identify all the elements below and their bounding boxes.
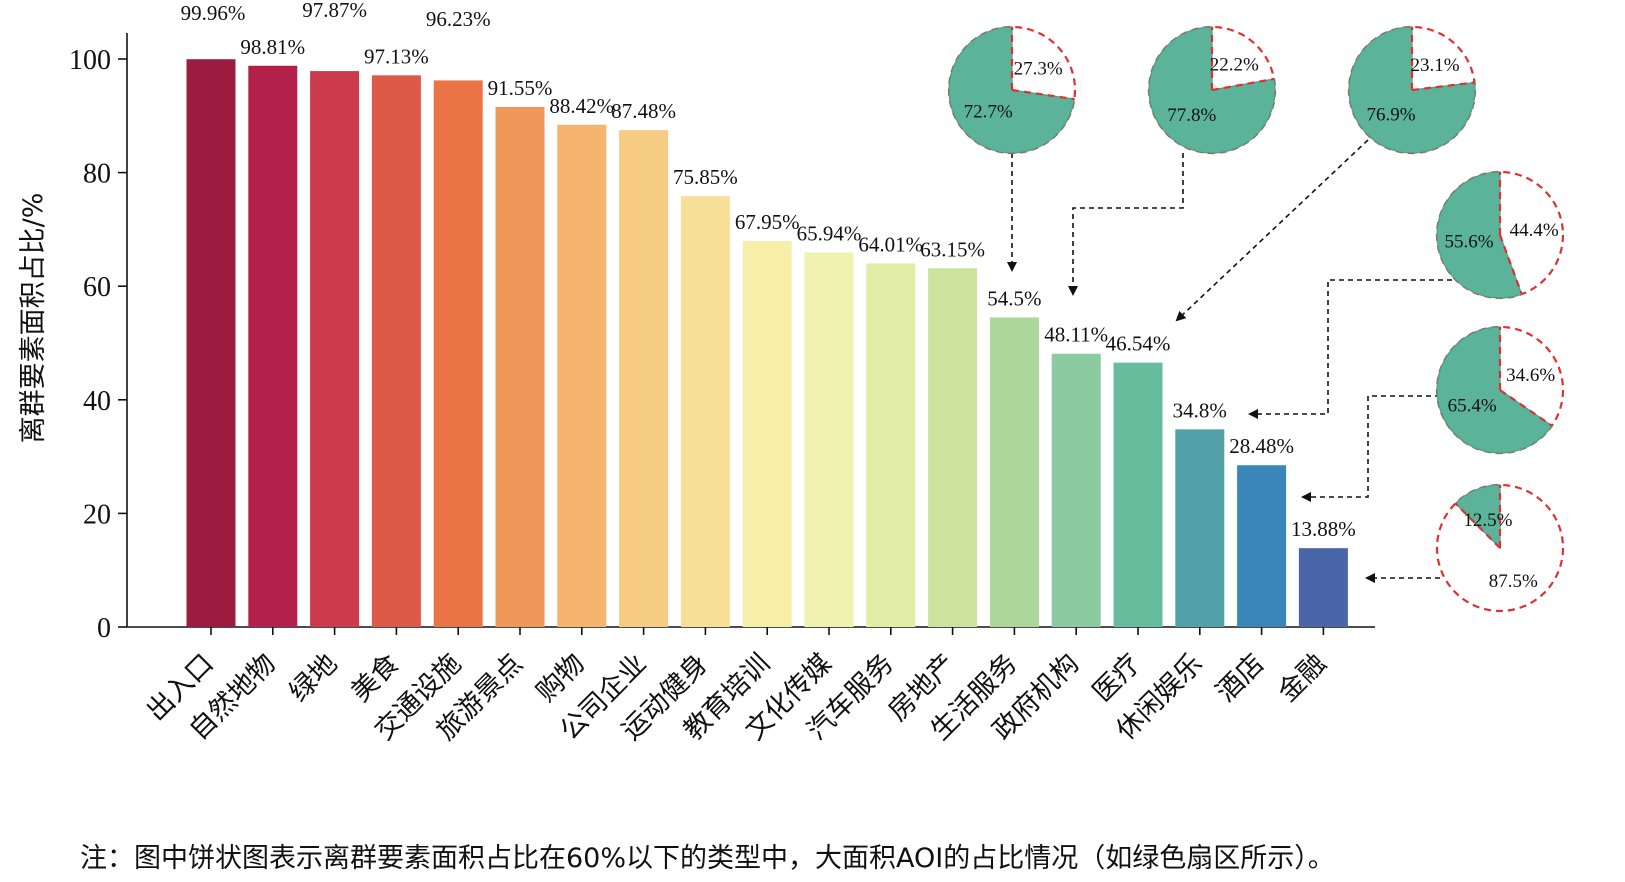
data-label: 99.96%: [181, 1, 246, 25]
bar: [1298, 548, 1348, 627]
pie-label-small: 22.2%: [1210, 54, 1259, 75]
data-label: 91.55%: [488, 76, 553, 100]
data-label: 28.48%: [1229, 434, 1294, 458]
pie-slice-large: [1436, 326, 1553, 454]
bar: [186, 59, 236, 628]
data-label: 63.15%: [920, 237, 985, 261]
data-label: 46.54%: [1106, 332, 1171, 356]
bar: [1237, 465, 1287, 627]
bar: [866, 263, 916, 627]
connector-arrow: [1175, 139, 1369, 322]
pie-chart: 44.4% 55.6%: [1435, 170, 1565, 300]
bar: [557, 124, 607, 627]
pie-chart: 22.2% 77.8%: [1147, 25, 1277, 155]
pie-chart: 23.1% 76.9%: [1347, 25, 1477, 155]
bar: [619, 130, 669, 628]
data-label: 97.87%: [302, 0, 367, 22]
pie-label-large: 65.4%: [1448, 396, 1497, 417]
y-tick-label: 100: [69, 45, 111, 76]
y-tick-label: 60: [83, 272, 111, 303]
data-label: 88.42%: [549, 94, 614, 118]
pie-chart: 34.6% 65.4%: [1435, 325, 1565, 455]
bar: [680, 196, 730, 627]
data-label: 75.85%: [673, 165, 738, 189]
data-label: 48.11%: [1044, 323, 1108, 347]
pie-divider: [1411, 81, 1475, 92]
pie-connectors: [1007, 139, 1452, 583]
bar: [433, 80, 483, 628]
pie-label-large: 77.8%: [1167, 105, 1216, 126]
bar: [1113, 362, 1163, 627]
data-label: 13.88%: [1291, 517, 1356, 541]
data-label: 34.8%: [1173, 398, 1227, 422]
data-label: 65.94%: [797, 221, 862, 245]
pie-label-large: 76.9%: [1367, 105, 1416, 126]
bar: [1051, 353, 1101, 627]
connector-arrow: [1301, 395, 1440, 502]
data-label: 64.01%: [858, 232, 923, 256]
y-axis-label: 离群要素面积占比/%: [18, 193, 49, 444]
data-label: 97.13%: [364, 44, 429, 68]
figure-note: 注：图中饼状图表示离群要素面积占比在60%以下的类型中，大面积AOI的占比情况（…: [80, 843, 1335, 874]
x-tick-label: 酒店: [1210, 648, 1270, 708]
axes: 0 20 40 60 80 100 离群要素面积占比/%: [18, 33, 1375, 644]
data-label: 67.95%: [735, 210, 800, 234]
y-tick-label: 0: [97, 613, 111, 644]
connector-arrow: [1248, 279, 1452, 419]
bar: [804, 252, 854, 627]
pie-label-large: 72.7%: [964, 102, 1013, 123]
y-tick-label: 40: [83, 386, 111, 417]
connector-arrow: [1068, 153, 1184, 296]
pie-label-small: 27.3%: [1014, 58, 1063, 79]
data-label: 54.5%: [987, 286, 1041, 310]
pie-divider: [1211, 77, 1275, 92]
data-label: 96.23%: [426, 7, 491, 31]
pie-divider: [1454, 502, 1501, 549]
data-label: 98.81%: [240, 35, 305, 59]
pie-label-large: 55.6%: [1444, 232, 1493, 253]
pie-chart: 87.5% 12.5%: [1435, 483, 1565, 613]
pie-charts: 27.3% 72.7% 22.2% 77.8% 23.1% 76.9% 44.4% 55.6%…: [947, 25, 1565, 613]
data-label: 87.48%: [611, 99, 676, 123]
pie-label-small: 44.4%: [1510, 220, 1559, 241]
pie-slice-large: [1348, 26, 1476, 154]
bar: [1175, 429, 1225, 627]
pie-divider: [1011, 88, 1075, 101]
bar: [989, 317, 1039, 627]
x-tick-label: 绿地: [283, 648, 343, 708]
pie-divider: [1498, 234, 1523, 295]
x-tick-label: 金融: [1272, 648, 1332, 708]
bar: [495, 106, 545, 628]
pie-label-large: 12.5%: [1463, 510, 1512, 531]
pie-label-small: 87.5%: [1489, 571, 1538, 592]
bar: [248, 65, 298, 627]
bar: [310, 71, 360, 628]
pie-divider: [1499, 389, 1553, 427]
pie-slice-large: [1436, 171, 1523, 299]
pie-chart: 27.3% 72.7%: [947, 25, 1077, 155]
pie-label-small: 34.6%: [1506, 365, 1555, 386]
y-tick-label: 80: [83, 159, 111, 190]
y-tick-label: 20: [83, 499, 111, 530]
bar: [371, 75, 421, 628]
bar: [742, 241, 792, 627]
bar: [928, 268, 978, 627]
pie-label-small: 23.1%: [1410, 55, 1459, 76]
